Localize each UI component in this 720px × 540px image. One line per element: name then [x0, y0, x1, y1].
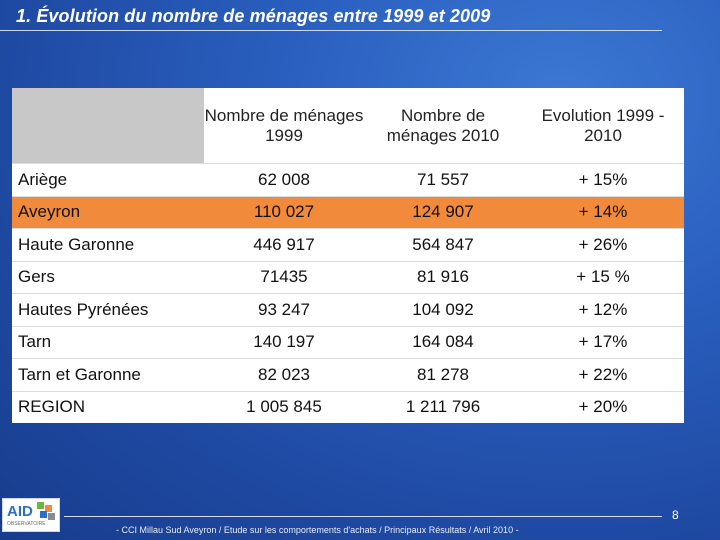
households-1999-cell: 140 197 — [204, 325, 364, 359]
aid-logo: AID OBSERVATOIRE — [2, 498, 60, 532]
households-table-container: Nombre de ménages 1999 Nombre de ménages… — [12, 88, 684, 423]
region-cell: Tarn — [12, 325, 204, 359]
logo-text: AID — [7, 503, 33, 520]
households-2010-cell: 71 557 — [364, 163, 522, 196]
footer-divider — [64, 516, 662, 517]
page-number: 8 — [672, 508, 679, 522]
logo-squares-icon — [37, 502, 55, 520]
region-cell: Gers — [12, 260, 204, 294]
header-households-1999: Nombre de ménages 1999 — [204, 88, 364, 164]
evolution-cell: + 15% — [522, 163, 684, 196]
region-cell: Aveyron — [12, 195, 204, 229]
table-header-row: Nombre de ménages 1999 Nombre de ménages… — [12, 88, 684, 164]
households-1999-cell: 93 247 — [204, 293, 364, 326]
households-1999-cell: 71435 — [204, 260, 364, 294]
households-table: Nombre de ménages 1999 Nombre de ménages… — [12, 88, 684, 423]
households-2010-cell: 1 211 796 — [364, 390, 522, 423]
region-cell: REGION — [12, 390, 204, 423]
header-households-2010: Nombre de ménages 2010 — [364, 88, 522, 164]
region-cell: Tarn et Garonne — [12, 358, 204, 391]
evolution-cell: + 20% — [522, 390, 684, 423]
table-row: Ariège 62 008 71 557 + 15% — [12, 163, 684, 196]
evolution-cell: + 15 % — [522, 260, 684, 294]
households-2010-cell: 81 278 — [364, 358, 522, 391]
households-1999-cell: 1 005 845 — [204, 390, 364, 423]
table-row: Hautes Pyrénées 93 247 104 092 + 12% — [12, 293, 684, 326]
households-1999-cell: 82 023 — [204, 358, 364, 391]
households-2010-cell: 164 084 — [364, 325, 522, 359]
evolution-cell: + 17% — [522, 325, 684, 359]
slide-title: 1. Évolution du nombre de ménages entre … — [16, 6, 491, 26]
table-corner-cell — [12, 88, 204, 164]
households-1999-cell: 62 008 — [204, 163, 364, 196]
households-2010-cell: 104 092 — [364, 293, 522, 326]
evolution-cell: + 14% — [522, 195, 684, 229]
evolution-cell: + 22% — [522, 358, 684, 391]
households-1999-cell: 110 027 — [204, 195, 364, 229]
evolution-cell: + 26% — [522, 228, 684, 261]
evolution-cell: + 12% — [522, 293, 684, 326]
region-cell: Hautes Pyrénées — [12, 293, 204, 326]
table-row: Tarn 140 197 164 084 + 17% — [12, 325, 684, 359]
region-cell: Haute Garonne — [12, 228, 204, 261]
households-1999-cell: 446 917 — [204, 228, 364, 261]
households-2010-cell: 564 847 — [364, 228, 522, 261]
region-cell: Ariège — [12, 163, 204, 196]
footer-text: - CCI Millau Sud Aveyron / Etude sur les… — [116, 525, 519, 535]
table-row-highlighted: Aveyron 110 027 124 907 + 14% — [12, 195, 684, 229]
table-row-total: REGION 1 005 845 1 211 796 + 20% — [12, 390, 684, 423]
table-row: Gers 71435 81 916 + 15 % — [12, 260, 684, 294]
table-row: Haute Garonne 446 917 564 847 + 26% — [12, 228, 684, 261]
households-2010-cell: 124 907 — [364, 195, 522, 229]
table-row: Tarn et Garonne 82 023 81 278 + 22% — [12, 358, 684, 391]
title-divider — [0, 30, 662, 31]
header-evolution: Evolution 1999 - 2010 — [522, 88, 684, 164]
households-2010-cell: 81 916 — [364, 260, 522, 294]
logo-subtext: OBSERVATOIRE — [7, 521, 46, 527]
